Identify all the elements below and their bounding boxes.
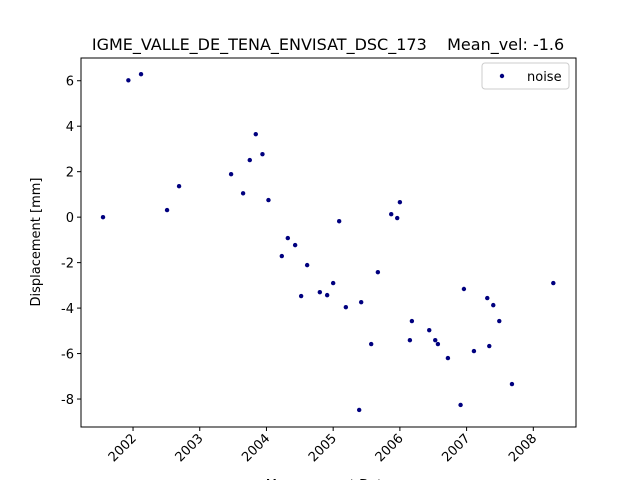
- x-tick-label: 2008: [506, 431, 540, 465]
- data-point: [407, 337, 413, 343]
- data-point: [330, 280, 336, 286]
- data-point: [491, 302, 496, 308]
- data-point: [164, 207, 170, 213]
- chart-title: IGME_VALLE_DE_TENA_ENVISAT_DSC_173 Mean_…: [92, 35, 564, 55]
- data-point: [317, 289, 323, 295]
- data-point: [298, 293, 304, 299]
- data-point: [461, 286, 467, 292]
- y-tick-label: -4: [61, 302, 74, 317]
- x-tick-label: 2003: [173, 431, 207, 465]
- data-point: [304, 262, 310, 268]
- data-point: [356, 407, 362, 413]
- data-point: [485, 295, 490, 301]
- data-point: [247, 157, 252, 163]
- data-point: [397, 199, 403, 205]
- y-axis-label: Displacement [mm]: [29, 178, 44, 307]
- data-point: [551, 280, 556, 286]
- plot-frame: [80, 57, 577, 428]
- data-point: [240, 191, 246, 196]
- data-point: [279, 253, 285, 259]
- data-point: [458, 402, 463, 408]
- x-tick-label: 2002: [106, 431, 140, 465]
- y-tick-label: -8: [61, 393, 74, 408]
- data-point: [487, 343, 492, 349]
- data-point: [138, 71, 144, 77]
- y-tick-label: 0: [66, 211, 74, 226]
- data-point: [343, 304, 349, 310]
- data-point: [285, 235, 291, 241]
- data-point: [368, 341, 374, 347]
- legend-label: noise: [527, 70, 562, 85]
- data-point: [100, 214, 106, 220]
- data-point: [509, 381, 515, 387]
- x-axis-label: Measurement Date: [266, 478, 390, 480]
- data-point: [427, 327, 432, 333]
- data-point: [435, 341, 441, 347]
- data-point: [253, 131, 258, 137]
- data-point: [375, 269, 381, 275]
- x-tick-label: 2004: [239, 431, 273, 465]
- x-tick-label: 2006: [373, 431, 407, 465]
- y-tick-label: -2: [61, 257, 74, 272]
- y-tick-label: 2: [66, 166, 74, 181]
- data-point: [176, 184, 182, 189]
- data-point: [497, 318, 502, 324]
- x-tick-label: 2007: [439, 431, 473, 465]
- data-point: [395, 215, 400, 221]
- legend-marker: [499, 73, 505, 79]
- data-point: [336, 219, 342, 224]
- legend-box: [481, 62, 570, 90]
- data-point: [409, 318, 415, 324]
- y-tick-label: 4: [66, 120, 74, 135]
- data-point: [324, 292, 330, 298]
- y-tick-label: -6: [61, 348, 74, 363]
- data-point: [266, 197, 271, 203]
- data-point: [433, 337, 438, 343]
- data-point: [260, 151, 265, 157]
- x-tick-label: 2005: [306, 431, 340, 465]
- y-tick-label: 6: [66, 75, 74, 90]
- data-point: [471, 348, 477, 354]
- data-point: [389, 211, 394, 217]
- data-point: [445, 355, 451, 361]
- data-point: [292, 242, 298, 248]
- data-point: [358, 299, 364, 305]
- data-point: [228, 171, 234, 177]
- data-point: [126, 78, 131, 83]
